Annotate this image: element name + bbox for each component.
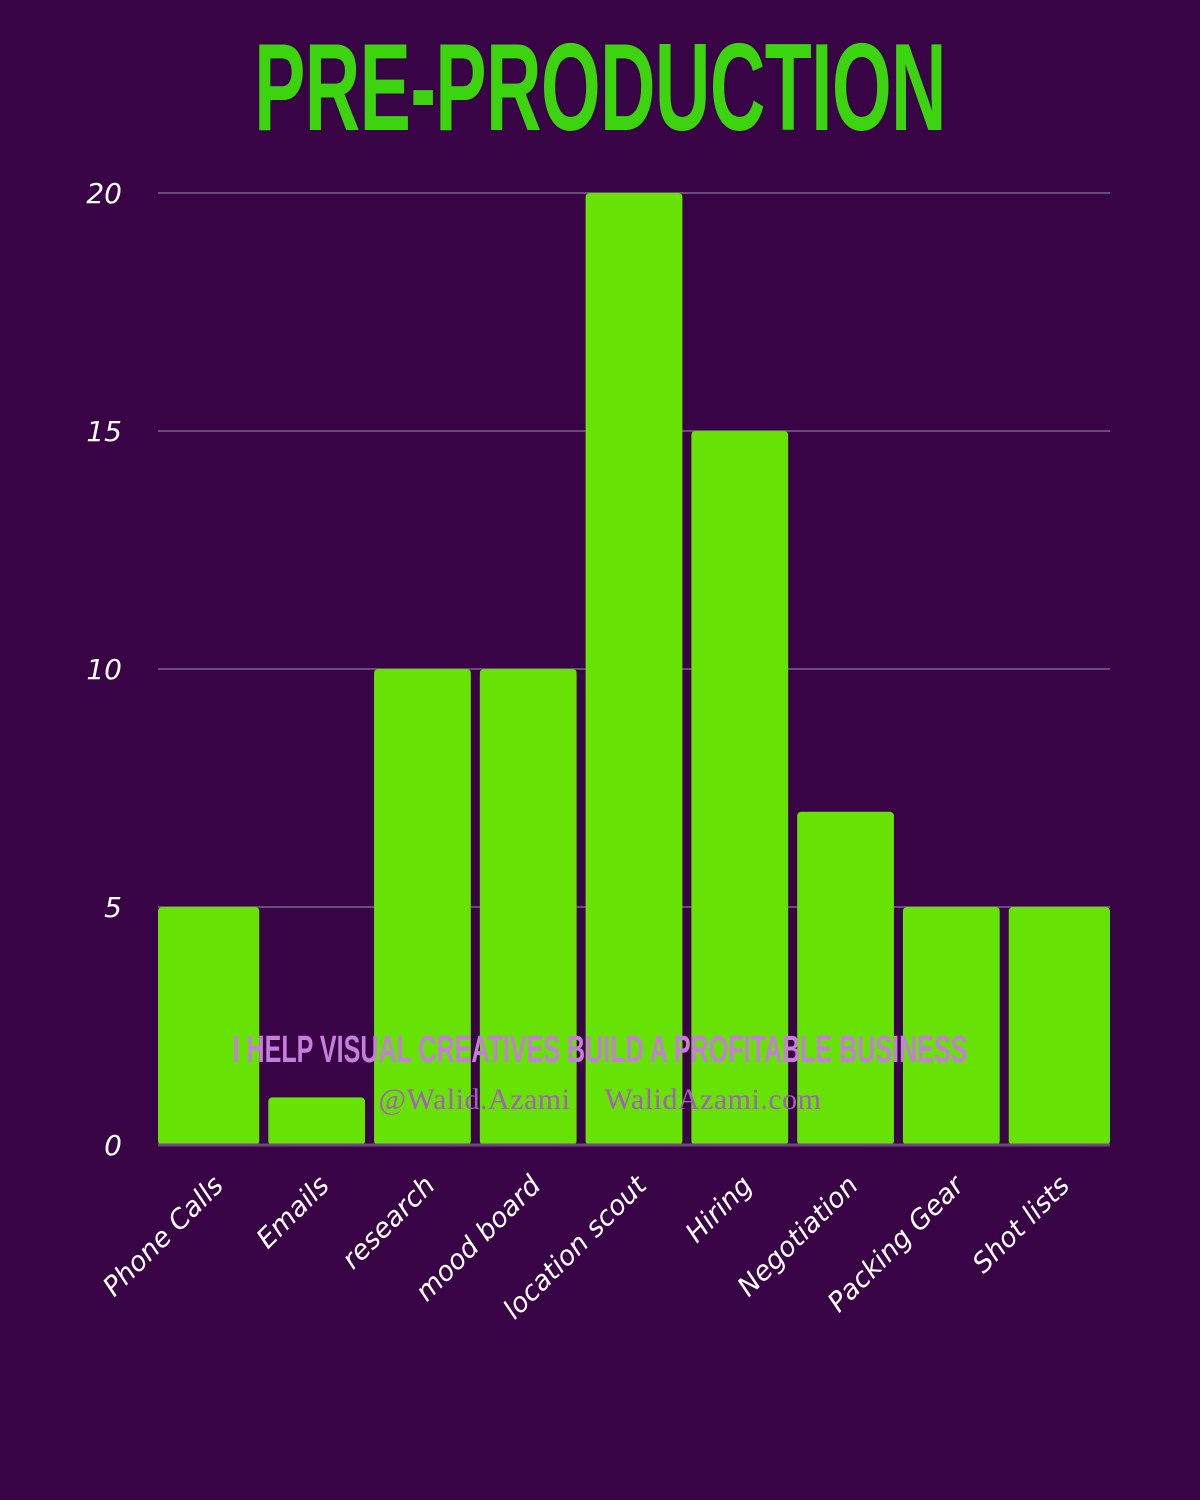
footer-links: @Walid.Azami WalidAzami.com — [0, 1082, 1200, 1118]
bar-shot-lists — [1008, 907, 1110, 1145]
bars — [158, 193, 1110, 1145]
y-tick-label-20: 20 — [86, 177, 122, 210]
bar-emails — [268, 1097, 366, 1145]
x-tick-label-shot-lists: Shot lists — [967, 1170, 1076, 1279]
y-tick-label-0: 0 — [104, 1129, 122, 1162]
x-tick-label-hiring: Hiring — [680, 1170, 759, 1249]
y-tick-label-10: 10 — [86, 653, 122, 686]
footer-tagline: I HELP VISUAL CREATIVES BUILD A PROFITAB… — [232, 1029, 968, 1071]
social-handle: @Walid.Azami — [378, 1083, 571, 1116]
chart-title: PRE-PRODUCTION — [254, 19, 946, 157]
website-link[interactable]: WalidAzami.com — [604, 1083, 822, 1116]
y-tick-label-15: 15 — [86, 415, 122, 448]
bar-phone-calls — [158, 907, 260, 1145]
x-tick-label-phone-calls: Phone Calls — [97, 1170, 230, 1303]
y-tick-label-5: 5 — [104, 891, 122, 924]
bar-negotiation — [797, 811, 894, 1145]
bar-research — [374, 669, 471, 1145]
y-tick-labels: 0 5 10 15 20 — [86, 177, 122, 1162]
bar-mood-board — [479, 669, 577, 1145]
x-tick-label-emails: Emails — [251, 1170, 336, 1255]
bar-hiring — [691, 431, 789, 1145]
x-tick-label-research: research — [336, 1170, 441, 1275]
bar-location-scout — [585, 193, 683, 1145]
bar-packing-gear — [902, 907, 1000, 1145]
